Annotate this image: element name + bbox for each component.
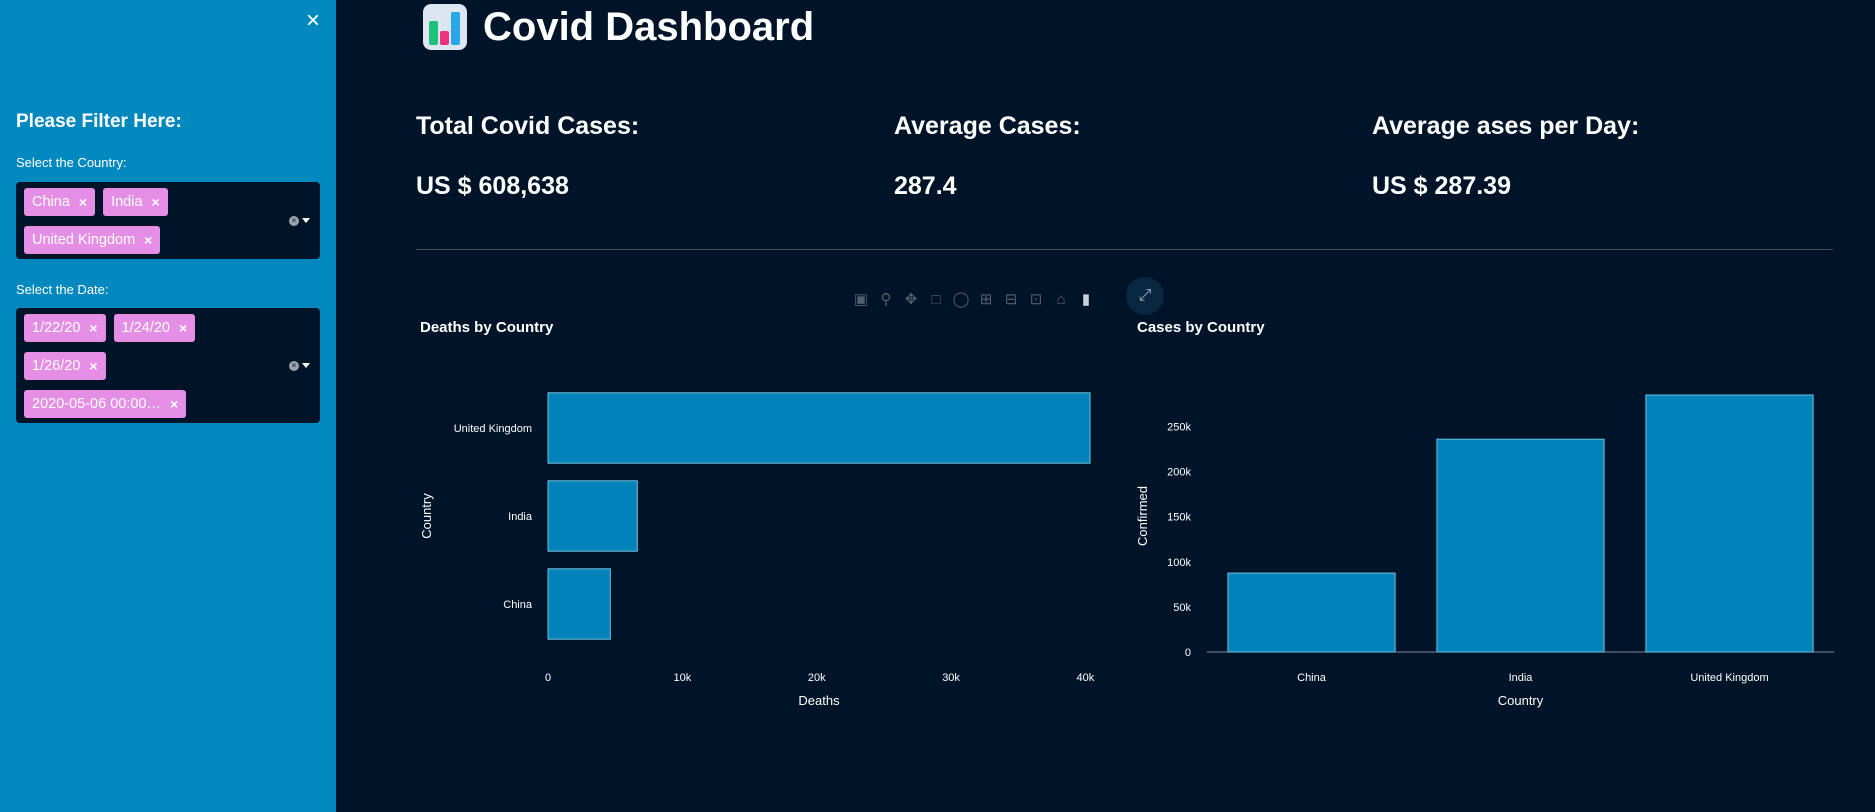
chip-label: India — [111, 194, 143, 210]
date-controls: × — [289, 360, 310, 371]
chip-label: 1/22/20 — [32, 320, 81, 336]
metric-label: Total Covid Cases: — [416, 112, 640, 140]
y-tick-label: China — [503, 599, 533, 611]
x-tick-label: China — [1297, 672, 1327, 684]
zoom-in-icon[interactable]: ⊞ — [979, 291, 993, 308]
clear-icon[interactable]: × — [289, 360, 299, 371]
chip-label: 1/26/20 — [32, 358, 81, 374]
bar — [547, 568, 611, 640]
x-tick-label: 0 — [545, 672, 551, 684]
cases-by-country-chart: Cases by Country 0 50k 100k 150k 200k 250k Chin… — [1135, 319, 1834, 708]
chip-remove-icon[interactable]: × — [89, 320, 98, 336]
country-chip[interactable]: United Kingdom × — [24, 226, 161, 254]
date-chip[interactable]: 2020-05-06 00:00… × — [24, 390, 187, 418]
chart-title: Deaths by Country — [420, 319, 554, 336]
filter-title: Please Filter Here: — [16, 111, 182, 132]
bar — [1227, 572, 1396, 653]
chip-label: 1/24/20 — [121, 320, 170, 336]
metric-average-cases: Average Cases: 287.4 — [894, 112, 1081, 201]
bar — [1436, 438, 1605, 653]
metric-label: Average ases per Day: — [1372, 112, 1640, 140]
y-tick-label: 100k — [1167, 557, 1191, 569]
x-axis-label: Deaths — [798, 693, 840, 708]
chevron-down-icon[interactable] — [302, 363, 310, 368]
country-chip[interactable]: China × — [24, 188, 96, 216]
x-tick-label: 10k — [673, 672, 691, 684]
y-tick-label: 50k — [1173, 602, 1191, 614]
y-tick-label: United Kingdom — [454, 423, 532, 435]
bar — [547, 480, 638, 552]
metric-label: Average Cases: — [894, 112, 1081, 140]
date-chip[interactable]: 1/26/20 × — [24, 352, 106, 380]
y-axis-label: Confirmed — [1135, 486, 1150, 546]
chart-title: Cases by Country — [1137, 319, 1265, 336]
country-chips: China × India × United Kingdom × — [24, 188, 274, 264]
chip-label: 2020-05-06 00:00… — [32, 396, 161, 412]
metric-average-per-day: Average ases per Day: US $ 287.39 — [1372, 112, 1639, 201]
autoscale-icon[interactable]: ⊡ — [1029, 291, 1043, 308]
pan-icon[interactable]: ✥ — [904, 291, 918, 308]
chevron-down-icon[interactable] — [302, 218, 310, 223]
sidebar: × Please Filter Here: Select the Country… — [0, 0, 336, 812]
country-multiselect[interactable]: China × India × United Kingdom × × — [16, 182, 320, 259]
metric-value: 287.4 — [894, 172, 957, 200]
chip-remove-icon[interactable]: × — [89, 358, 98, 374]
close-sidebar-button[interactable]: × — [305, 7, 320, 34]
x-tick-label: 20k — [808, 672, 826, 684]
country-label: Select the Country: — [16, 155, 127, 170]
date-chips: 1/22/20 × 1/24/20 × 1/26/20 × 2020-05-06 00:00… — [24, 314, 274, 428]
country-controls: × — [289, 215, 310, 226]
y-tick-label: 250k — [1167, 422, 1191, 434]
x-tick-label: 40k — [1077, 672, 1095, 684]
y-tick-label: 200k — [1167, 467, 1191, 479]
chip-remove-icon[interactable]: × — [78, 194, 88, 210]
chip-remove-icon[interactable]: × — [178, 320, 188, 336]
chip-remove-icon[interactable]: × — [170, 396, 179, 412]
y-tick-label: 150k — [1167, 512, 1191, 524]
metric-value: US $ 608,638 — [416, 172, 569, 200]
x-tick-label: United Kingdom — [1690, 672, 1768, 684]
lasso-icon[interactable]: ◯ — [952, 291, 970, 308]
metric-total-cases: Total Covid Cases: US $ 608,638 — [416, 112, 639, 201]
x-tick-label: 30k — [942, 672, 960, 684]
y-tick-label: 0 — [1185, 647, 1191, 659]
date-label: Select the Date: — [16, 282, 109, 297]
country-chip[interactable]: India × — [103, 188, 168, 216]
deaths-by-country-chart: Deaths by Country China India United Kingdo… — [419, 319, 1095, 708]
camera-icon[interactable]: ▣ — [853, 291, 869, 308]
zoom-out-icon[interactable]: ⊟ — [1004, 291, 1018, 308]
plotly-logo-icon[interactable]: ▮ — [1081, 291, 1091, 308]
page-title: Covid Dashboard — [483, 4, 815, 49]
y-axis-label: Country — [419, 493, 434, 539]
bar — [1645, 394, 1814, 653]
zoom-icon[interactable]: ⚲ — [880, 291, 892, 308]
date-chip[interactable]: 1/24/20 × — [113, 314, 196, 342]
chip-label: China — [32, 194, 70, 210]
page-header: Covid Dashboard — [423, 4, 814, 50]
bar-chart-icon — [423, 4, 467, 50]
clear-icon[interactable]: × — [289, 215, 299, 226]
divider — [416, 249, 1833, 250]
chip-remove-icon[interactable]: × — [144, 232, 153, 248]
reset-axes-icon[interactable]: ⌂ — [1056, 290, 1066, 308]
y-tick-label: India — [508, 511, 533, 523]
date-multiselect[interactable]: 1/22/20 × 1/24/20 × 1/26/20 × 2020-05-06 00:00… — [16, 308, 320, 423]
chip-label: United Kingdom — [32, 232, 136, 248]
x-tick-label: India — [1509, 672, 1534, 684]
chip-remove-icon[interactable]: × — [151, 194, 160, 210]
box-select-icon[interactable]: □ — [931, 290, 941, 308]
chart-toolbar: ▣ ⚲ ✥ □ ◯ ⊞ ⊟ ⊡ ⌂ ▮ — [852, 290, 1095, 309]
date-chip[interactable]: 1/22/20 × — [24, 314, 106, 342]
x-axis-label: Country — [1498, 693, 1544, 708]
metric-value: US $ 287.39 — [1372, 172, 1511, 200]
fullscreen-icon[interactable]: ⤢ — [1126, 277, 1164, 315]
bar — [547, 392, 1091, 464]
